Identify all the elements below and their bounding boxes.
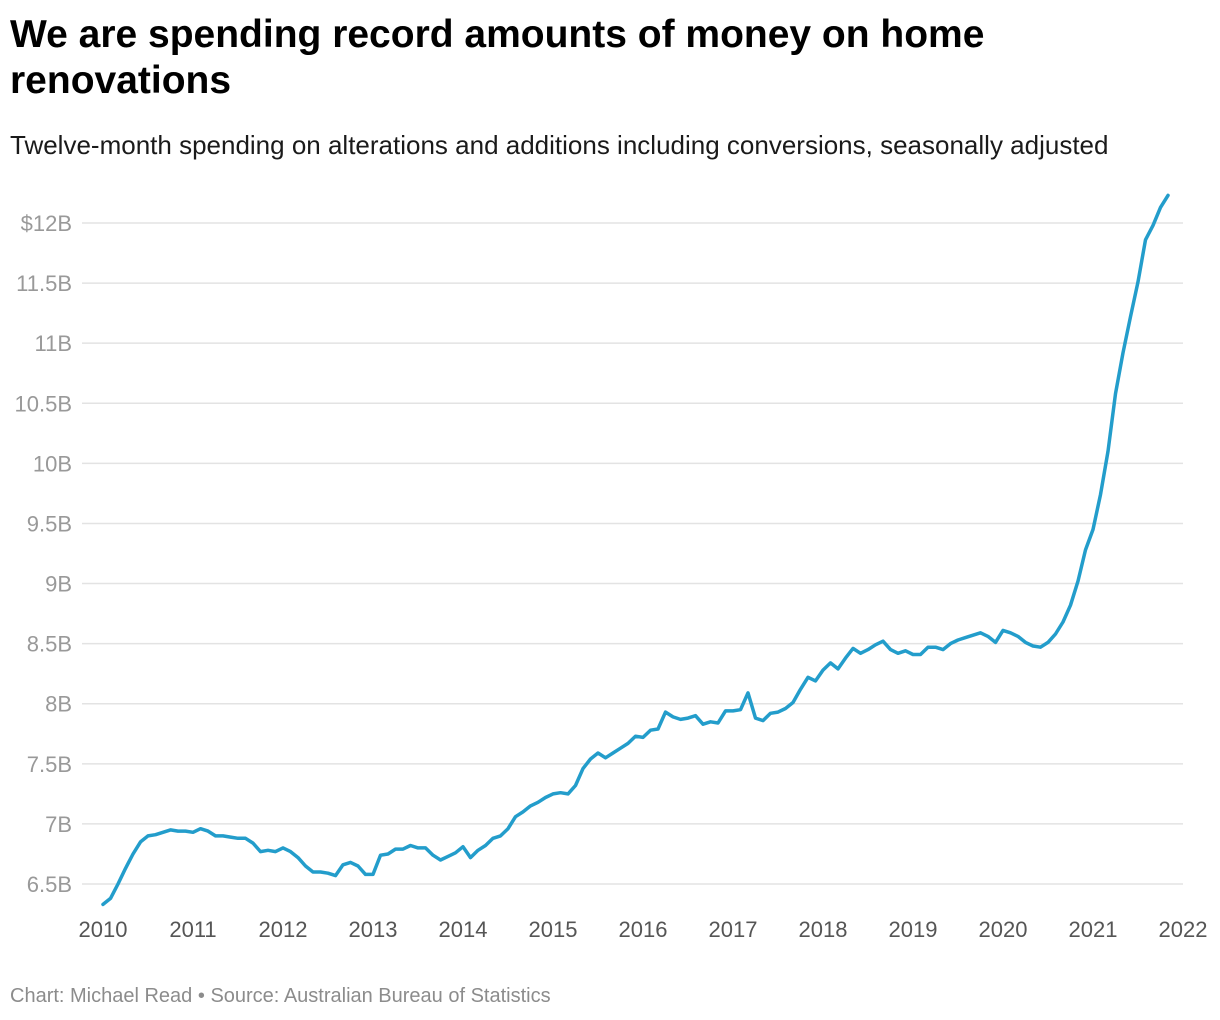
x-tick-label: 2016 [619,917,668,942]
y-tick-label: 8.5B [27,632,72,657]
y-tick-label: 10.5B [15,391,73,416]
x-axis-labels: 2010 2011 2012 2013 2014 2015 2016 2017 2018 2019… [79,917,1208,942]
x-tick-label: 2018 [799,917,848,942]
x-tick-label: 2017 [709,917,758,942]
y-tick-label: 7.5B [27,752,72,777]
footer-separator: • [192,985,211,1007]
chart-subtitle: Twelve-month spending on alterations and… [10,130,1109,160]
x-tick-label: 2012 [259,917,308,942]
y-grid [82,222,1183,885]
chart-credit: Chart: Michael Read [10,985,193,1007]
y-tick-label: 8B [45,692,72,717]
x-tick-label: 2011 [169,917,216,942]
x-tick-label: 2019 [889,917,938,942]
series-line [101,193,1170,907]
y-tick-label: 11.5B [16,271,72,296]
x-tick-label: 2022 [1159,917,1208,942]
y-axis-labels: 6.5B 7B 7.5B 8B 8.5B 9B 9.5B 10B 10.5B 11B 11.5B $1… [15,211,73,897]
x-tick-label: 2010 [79,917,128,942]
y-tick-label: $12B [21,211,72,236]
x-tick-label: 2015 [529,917,578,942]
x-tick-label: 2020 [979,917,1028,942]
y-tick-label: 10B [33,451,72,476]
line-chart: 6.5B 7B 7.5B 8B 8.5B 9B 9.5B 10B 10.5B 11B 11.5B $1… [15,193,1208,942]
chart-source: Source: Australian Bureau of Statistics [210,985,551,1007]
chart-title: We are spending record amounts of money … [10,13,985,102]
y-tick-label: 7B [45,812,72,837]
chart-footer: Chart: Michael Read • Source: Australian… [10,985,551,1008]
y-tick-label: 6.5B [27,872,72,897]
x-tick-label: 2021 [1069,917,1118,942]
y-tick-label: 11B [34,331,72,356]
x-tick-label: 2013 [349,917,398,942]
y-tick-label: 9B [45,572,72,597]
y-tick-label: 9.5B [27,511,72,536]
x-tick-label: 2014 [439,917,488,942]
